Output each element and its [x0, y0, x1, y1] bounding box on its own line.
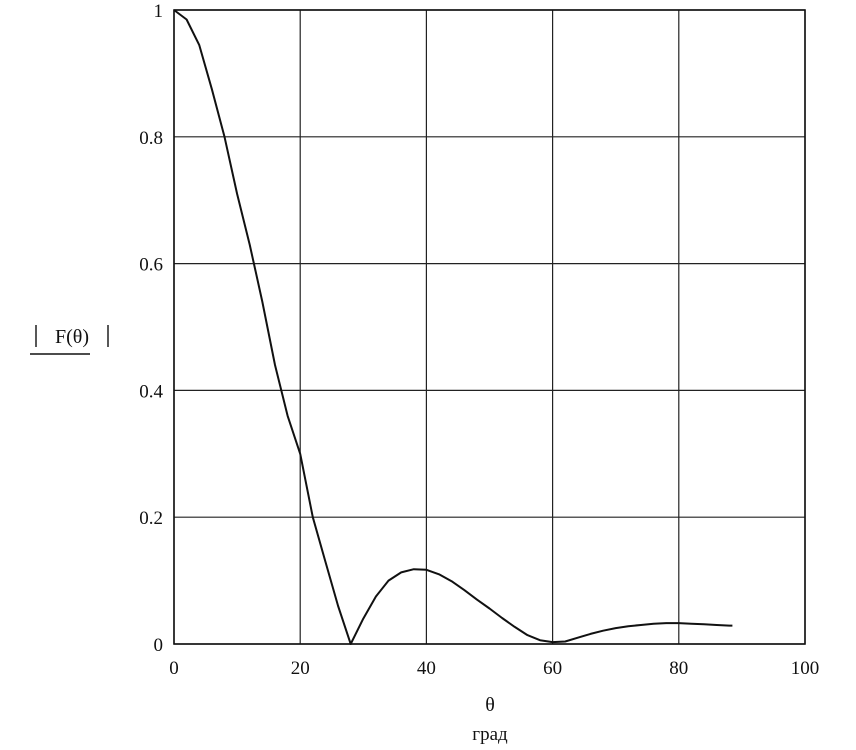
y-tick-label: 0.4 [139, 381, 163, 402]
grid [173, 9, 806, 645]
x-tick-label: 0 [169, 658, 179, 679]
y-tick-label: 0.8 [139, 128, 163, 149]
y-tick-labels: 0 0.2 0.4 0.6 0.8 1 [139, 1, 163, 656]
plot-frame [173, 9, 806, 645]
y-axis-label: F(θ) [30, 325, 109, 355]
x-axis-label: θ [485, 694, 495, 716]
x-tick-label: 40 [417, 658, 436, 679]
x-tick-label: 60 [543, 658, 562, 679]
x-tick-label: 80 [669, 658, 688, 679]
series-line-0 [173, 9, 733, 645]
x-tick-label: 100 [791, 658, 820, 679]
y-tick-label: 0.6 [139, 255, 163, 276]
y-tick-label: 0 [154, 635, 164, 656]
y-axis-label-text: F(θ) [55, 326, 89, 348]
x-tick-labels: 0 20 40 60 80 100 [169, 658, 819, 679]
x-tick-label: 20 [291, 658, 310, 679]
y-tick-label: 0.2 [139, 508, 163, 529]
y-tick-label: 1 [154, 1, 164, 22]
x-axis-unit: град [472, 724, 508, 745]
series-layer [173, 9, 733, 645]
